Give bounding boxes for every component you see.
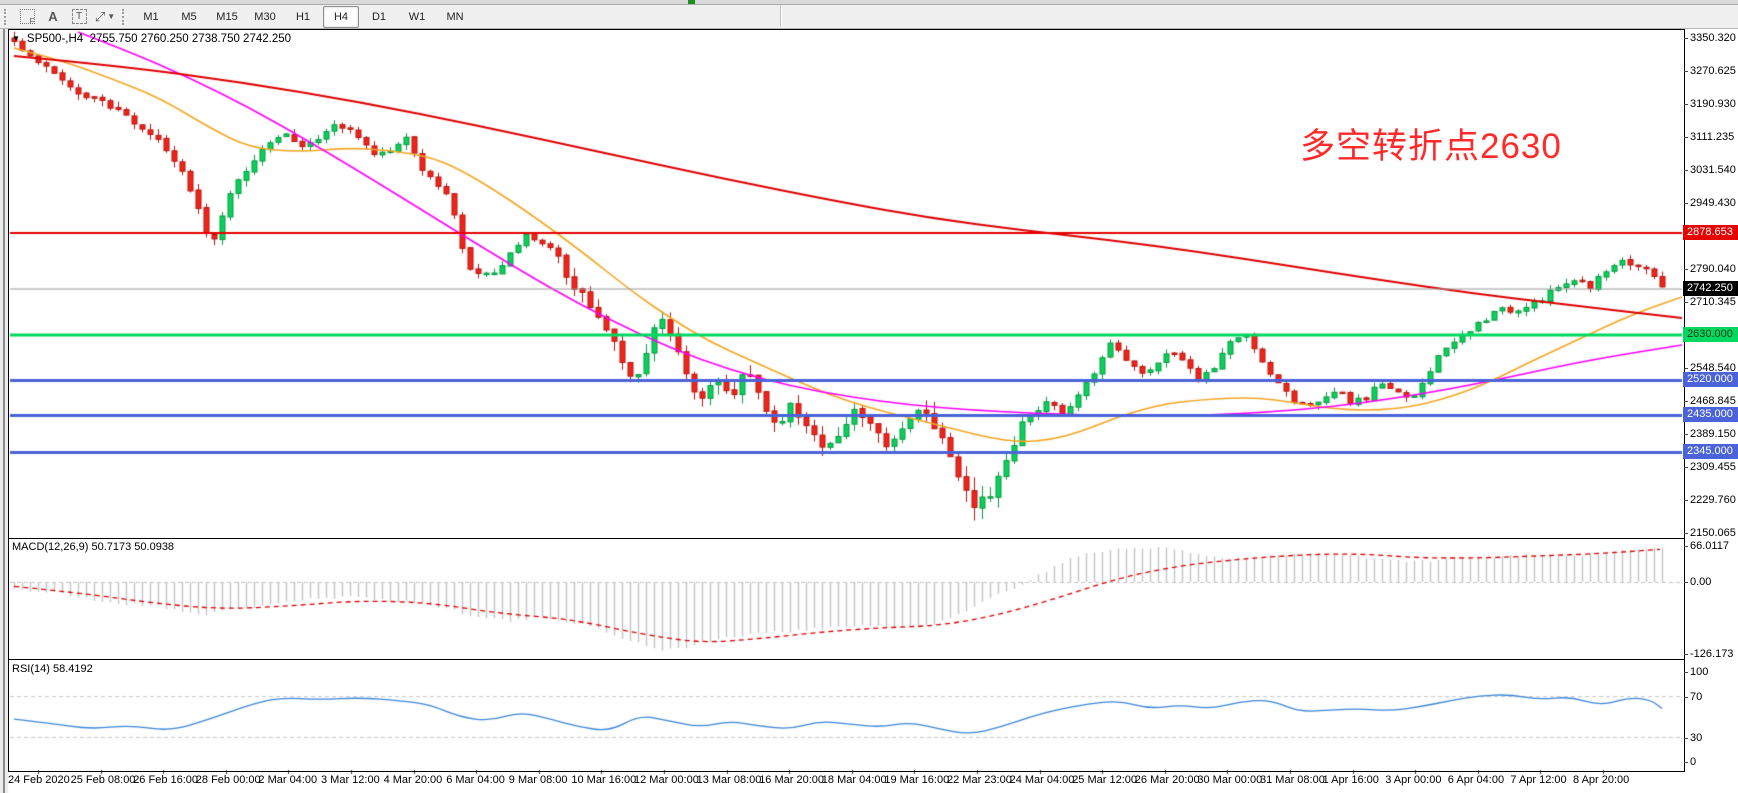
- label-tool-icon: T: [71, 9, 87, 24]
- text-tool-icon: A: [48, 9, 58, 24]
- timeframe-group: M1 M5 M15 M30 H1 H4 D1 W1 MN: [132, 5, 474, 28]
- timeframe-button-m30[interactable]: M30: [254, 10, 276, 23]
- symbol-dropdown-icon[interactable]: ▼: [12, 34, 20, 43]
- time-tick-label: 1 Apr 16:00: [1322, 774, 1379, 786]
- price-badge-2435.000: 2435.000: [1683, 407, 1738, 422]
- timeframe-button-mn[interactable]: MN: [446, 10, 464, 23]
- label-tool-button[interactable]: T: [67, 6, 91, 28]
- chevron-down-icon: ▼: [107, 12, 116, 21]
- price-tick-label: 2710.345: [1684, 296, 1736, 308]
- toolbar-grip: [122, 8, 128, 25]
- timeframe-button-m15[interactable]: M15: [216, 10, 238, 23]
- time-tick-label: 26 Mar 20:00: [1134, 774, 1200, 786]
- window-left-edge: [3, 28, 5, 793]
- time-tick-label: 6 Mar 04:00: [446, 774, 505, 786]
- indicator-tick-label: -126.173: [1683, 648, 1734, 660]
- symbol-period-label: SP500-,H4: [26, 33, 84, 45]
- time-tick-label: 31 Mar 08:00: [1260, 774, 1325, 786]
- time-tick-label: 4 Mar 20:00: [383, 774, 443, 786]
- time-tick-label: 8 Apr 20:00: [1573, 774, 1630, 786]
- time-tick-label: 12 Mar 00:00: [634, 774, 699, 786]
- macd-indicator-label: MACD(12,26,9) 50.7173 50.0938: [12, 541, 175, 553]
- time-tick-label: 28 Feb 00:00: [195, 774, 261, 786]
- text-tool-button[interactable]: A: [41, 6, 65, 28]
- time-tick-label: 22 Mar 23:00: [947, 774, 1012, 786]
- price-badge-2520.000: 2520.000: [1683, 372, 1738, 387]
- timeframe-button-d1[interactable]: D1: [371, 10, 387, 23]
- price-tick-label: 3111.235: [1683, 131, 1735, 143]
- time-tick-label: 9 Mar 08:00: [508, 774, 568, 786]
- time-tick-label: 19 Mar 16:00: [884, 774, 950, 786]
- price-tick-label: 3190.930: [1684, 98, 1736, 110]
- timeframe-button-w1[interactable]: W1: [408, 10, 426, 23]
- rsi-indicator-label: RSI(14) 58.4192: [12, 663, 93, 675]
- time-tick-label: 30 Mar 00:00: [1197, 774, 1263, 786]
- price-tick-label: 2548.540: [1684, 362, 1736, 374]
- price-tick-label: 2949.430: [1684, 197, 1736, 209]
- timeframe-button-m5[interactable]: M5: [181, 10, 197, 23]
- time-tick-label: 25 Feb 08:00: [70, 774, 136, 786]
- price-badge-2345.000: 2345.000: [1683, 444, 1738, 459]
- price-tick-label: 2389.150: [1684, 428, 1736, 440]
- timeframe-button-m1[interactable]: M1: [143, 10, 159, 23]
- toolbar-divider: [780, 5, 781, 27]
- time-tick-label: 6 Apr 04:00: [1447, 774, 1505, 786]
- price-tick-label: 3270.625: [1684, 65, 1736, 77]
- price-tick-label: 2229.760: [1684, 494, 1736, 506]
- cropped-toolbar-green-button: [688, 0, 695, 4]
- frame-tool-icon: F: [19, 9, 35, 26]
- price-badge-2742.250: 2742.250: [1683, 281, 1738, 296]
- time-tick-label: 25 Mar 12:00: [1072, 774, 1138, 786]
- time-tick-label: 3 Apr 00:00: [1385, 774, 1442, 786]
- arrows-tool-button[interactable]: ⤢ ▼: [93, 6, 117, 28]
- time-tick-label: 24 Feb 2020: [8, 774, 70, 786]
- timeframe-button-h1[interactable]: H1: [295, 10, 311, 23]
- chart-title: ▼ SP500-,H4 2755.750 2760.250 2738.750 27…: [12, 33, 291, 45]
- price-tick-label: 3350.320: [1684, 32, 1736, 44]
- time-tick-label: 3 Mar 12:00: [321, 774, 380, 786]
- price-tick-label: 2309.455: [1684, 461, 1736, 473]
- time-tick-label: 18 Mar 04:00: [821, 774, 887, 786]
- price-badge-2630.000: 2630.000: [1683, 327, 1738, 342]
- price-tick-label: 2468.845: [1684, 395, 1736, 407]
- ohlc-values: 2755.750 2760.250 2738.750 2742.250: [89, 33, 292, 45]
- indicator-tick-label: 0: [1683, 756, 1697, 768]
- arrows-tool-icon: ⤢: [94, 8, 106, 24]
- main-toolbar: F A T ⤢ ▼ M1 M5 M15 M30 H1 H4 D1 W1 MN: [0, 5, 1738, 29]
- toolbar-grip: [4, 8, 10, 25]
- cropped-toolbar-row: [0, 0, 1738, 5]
- indicator-tick-label: 100: [1683, 666, 1709, 678]
- frame-tool-button[interactable]: F: [15, 6, 39, 28]
- indicator-tick-label: 0.00: [1683, 576, 1712, 588]
- price-tick-label: 2790.040: [1684, 263, 1736, 275]
- price-tick-label: 2150.065: [1684, 527, 1736, 539]
- time-tick-label: 2 Mar 04:00: [258, 774, 318, 786]
- price-badge-2878.653: 2878.653: [1683, 225, 1738, 240]
- time-tick-label: 24 Mar 04:00: [1009, 774, 1075, 786]
- time-tick-label: 7 Apr 12:00: [1510, 774, 1567, 786]
- indicator-tick-label: 70: [1683, 691, 1703, 703]
- time-tick-label: 26 Feb 16:00: [133, 774, 199, 786]
- price-tick-label: 3031.540: [1684, 164, 1736, 176]
- time-tick-label: 10 Mar 16:00: [571, 774, 637, 786]
- time-tick-label: 13 Mar 08:00: [696, 774, 762, 786]
- text-annotation-object[interactable]: 多空转折点2630: [1300, 127, 1562, 166]
- indicator-tick-label: 30: [1683, 732, 1703, 744]
- time-tick-label: 16 Mar 20:00: [759, 774, 825, 786]
- timeframe-button-h4[interactable]: H4: [323, 5, 359, 28]
- indicator-tick-label: 66.0117: [1684, 540, 1729, 552]
